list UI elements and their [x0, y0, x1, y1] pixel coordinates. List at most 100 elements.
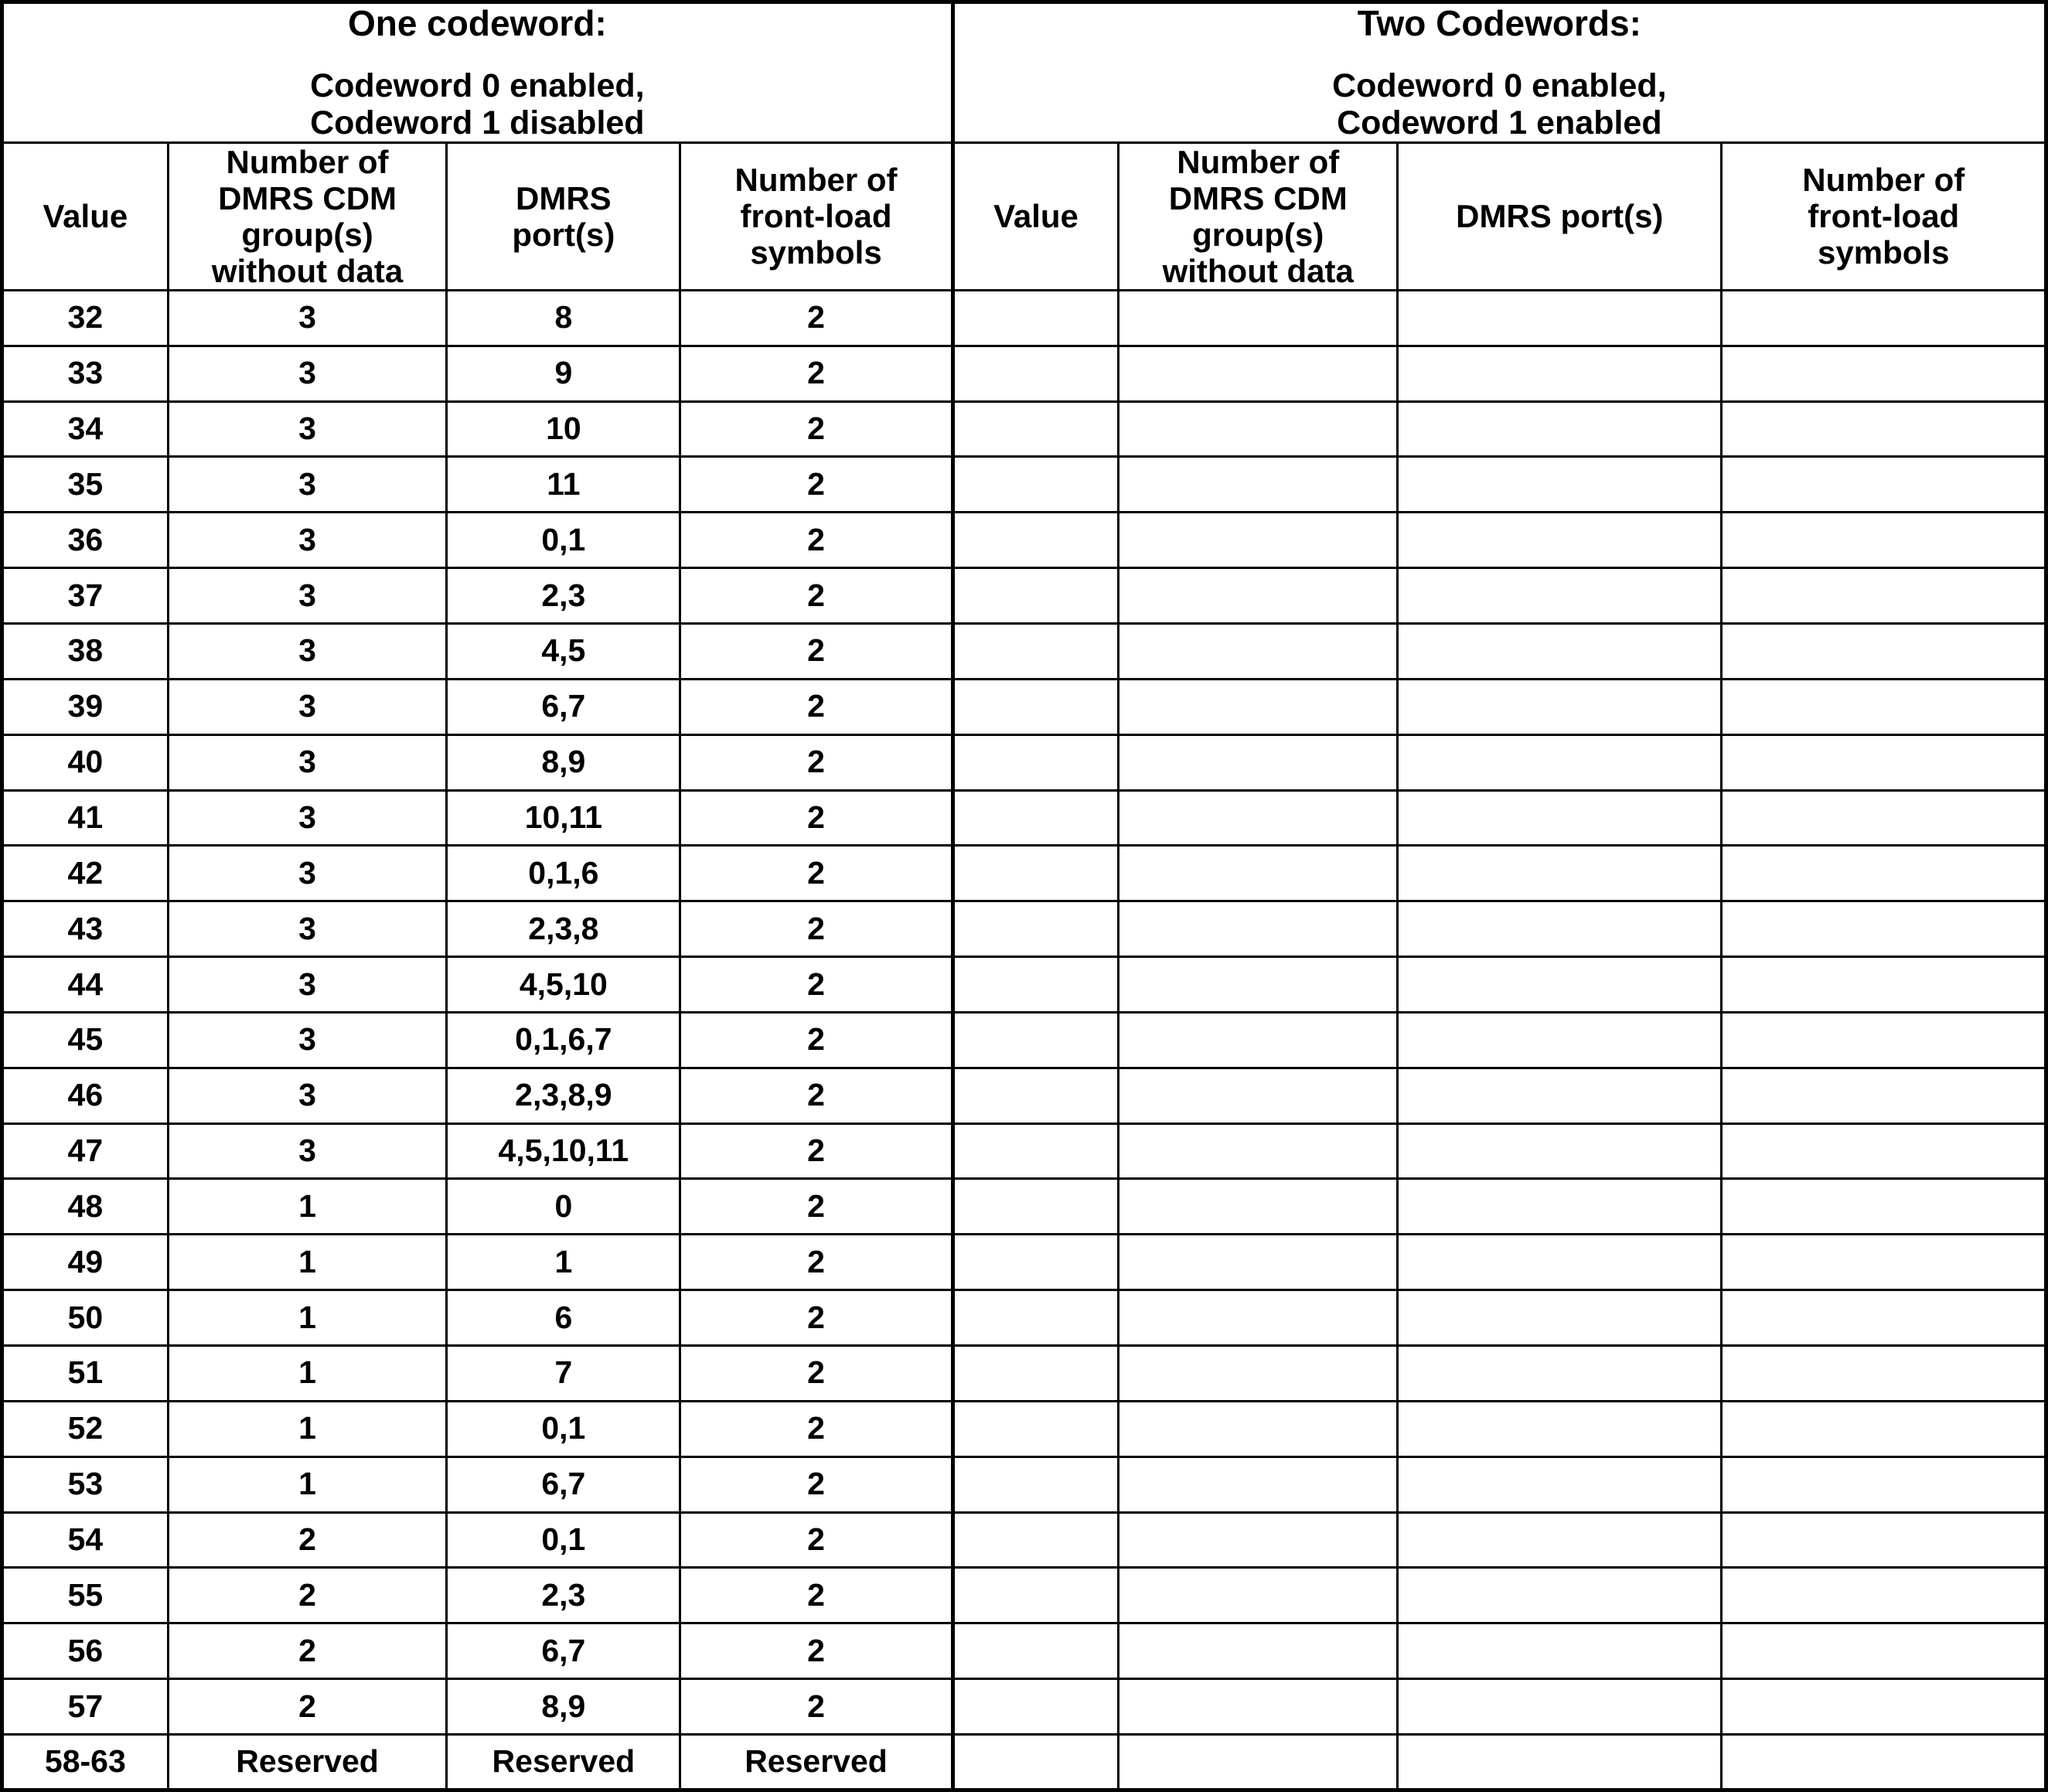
row-dmrs-ports-left: 9	[445, 344, 682, 403]
row-dmrs-ports-left: 2,3,8,9	[445, 1066, 682, 1125]
row-value-right	[950, 789, 1120, 847]
row-cdm-group-right	[1117, 511, 1399, 570]
row-value-right	[950, 1511, 1120, 1569]
row-value-left: 34	[1, 400, 169, 458]
row-cdm-group-left: 3	[166, 1066, 448, 1125]
row-dmrs-ports-left: 0,1	[445, 1399, 682, 1458]
row-value-left: 32	[1, 288, 169, 347]
row-cdm-group-right	[1117, 1010, 1399, 1069]
row-front-load-right	[1720, 1732, 2047, 1792]
row-value-right	[950, 1732, 1120, 1792]
row-front-load-left: 2	[679, 844, 955, 903]
row-dmrs-ports-right	[1396, 1289, 1723, 1347]
table-row: 37 3 2,3 2	[1, 567, 2047, 625]
row-value-left: 39	[1, 677, 169, 736]
row-dmrs-ports-right	[1396, 1732, 1723, 1792]
col-header-cdm-group-left-l2: DMRS CDM	[218, 179, 397, 216]
row-front-load-left: 2	[679, 400, 955, 458]
row-front-load-right	[1720, 956, 2047, 1014]
row-value-right	[950, 1177, 1120, 1236]
row-value-left: 57	[1, 1678, 169, 1736]
row-cdm-group-left: 3	[166, 567, 448, 625]
row-cdm-group-right	[1117, 1122, 1399, 1180]
table-row: 45 3 0,1,6,7 2	[1, 1010, 2047, 1069]
row-dmrs-ports-right	[1396, 511, 1723, 570]
row-value-right	[950, 1566, 1120, 1625]
row-front-load-left: 2	[679, 288, 955, 347]
row-cdm-group-right	[1117, 789, 1399, 847]
col-header-dmrs-ports-left: DMRS port(s)	[445, 141, 682, 291]
col-header-dmrs-ports-left-l1: DMRS	[516, 179, 612, 216]
row-front-load-right	[1720, 1289, 2047, 1347]
row-value-right	[950, 344, 1120, 403]
group-title-one-codeword-line1: Codeword 0 enabled,	[310, 66, 645, 104]
group-title-two-codewords-line2: Codeword 1 enabled	[1337, 104, 1662, 141]
row-dmrs-ports-left: 0,1	[445, 511, 682, 570]
row-dmrs-ports-right	[1396, 1344, 1723, 1402]
row-front-load-left: 2	[679, 677, 955, 736]
row-value-right	[950, 1678, 1120, 1736]
row-front-load-left: 2	[679, 622, 955, 680]
table-row: 43 3 2,3,8 2	[1, 900, 2047, 959]
group-title-two-codewords-line1: Codeword 0 enabled,	[1332, 66, 1667, 104]
col-header-value-left: Value	[1, 141, 169, 291]
row-value-right	[950, 1233, 1120, 1292]
row-value-left: 35	[1, 455, 169, 514]
row-value-left: 52	[1, 1399, 169, 1458]
col-header-cdm-group-left-l1: Number of	[226, 143, 389, 180]
table-row: 32 3 8 2	[1, 288, 2047, 347]
group-title-two-codewords: Two Codewords: Codeword 0 enabled, Codew…	[950, 1, 2048, 144]
row-value-left: 53	[1, 1455, 169, 1514]
row-cdm-group-left: 2	[166, 1511, 448, 1569]
row-value-left: 37	[1, 567, 169, 625]
table-row: 44 3 4,5,10 2	[1, 956, 2047, 1014]
row-front-load-left: 2	[679, 733, 955, 792]
row-cdm-group-left: 1	[166, 1399, 448, 1458]
group-title-one-codeword-line2: Codeword 1 disabled	[310, 104, 645, 141]
row-value-left: 38	[1, 622, 169, 680]
row-front-load-left: 2	[679, 1233, 955, 1292]
col-header-cdm-group-right: Number of DMRS CDM group(s) without data	[1117, 141, 1399, 291]
row-front-load-right	[1720, 677, 2047, 736]
row-cdm-group-right	[1117, 1066, 1399, 1125]
row-cdm-group-right	[1117, 1344, 1399, 1402]
row-dmrs-ports-left: 10	[445, 400, 682, 458]
row-cdm-group-left: 3	[166, 844, 448, 903]
row-cdm-group-right	[1117, 1678, 1399, 1736]
row-front-load-right	[1720, 1511, 2047, 1569]
row-front-load-left: 2	[679, 1122, 955, 1180]
row-front-load-right	[1720, 344, 2047, 403]
row-cdm-group-right	[1117, 1511, 1399, 1569]
row-front-load-right	[1720, 1678, 2047, 1736]
row-cdm-group-right	[1117, 567, 1399, 625]
table-row: 33 3 9 2	[1, 344, 2047, 403]
row-value-right	[950, 400, 1120, 458]
table-row: 47 3 4,5,10,11 2	[1, 1122, 2047, 1180]
row-cdm-group-left: 1	[166, 1233, 448, 1292]
row-dmrs-ports-right	[1396, 455, 1723, 514]
row-cdm-group-right	[1117, 288, 1399, 347]
row-cdm-group-right	[1117, 1399, 1399, 1458]
col-header-front-load-left-l3: symbols	[750, 234, 882, 271]
row-cdm-group-left: 3	[166, 733, 448, 792]
col-header-front-load-right-l1: Number of	[1802, 162, 1965, 199]
row-front-load-left: 2	[679, 1511, 955, 1569]
table-row: 36 3 0,1 2	[1, 511, 2047, 570]
row-value-left: 40	[1, 733, 169, 792]
row-dmrs-ports-right	[1396, 844, 1723, 903]
row-dmrs-ports-left: 8,9	[445, 1678, 682, 1736]
row-cdm-group-right	[1117, 455, 1399, 514]
row-dmrs-ports-right	[1396, 733, 1723, 792]
row-value-right	[950, 956, 1120, 1014]
row-cdm-group-left: 1	[166, 1455, 448, 1514]
row-dmrs-ports-left: 0	[445, 1177, 682, 1236]
table-row: 39 3 6,7 2	[1, 677, 2047, 736]
row-value-right	[950, 622, 1120, 680]
row-dmrs-ports-left: 4,5,10,11	[445, 1122, 682, 1180]
row-front-load-left: Reserved	[679, 1732, 955, 1792]
row-dmrs-ports-right	[1396, 956, 1723, 1014]
group-title-one-codeword: One codeword: Codeword 0 enabled, Codewo…	[1, 1, 955, 144]
row-cdm-group-left: Reserved	[166, 1732, 448, 1792]
row-front-load-right	[1720, 567, 2047, 625]
